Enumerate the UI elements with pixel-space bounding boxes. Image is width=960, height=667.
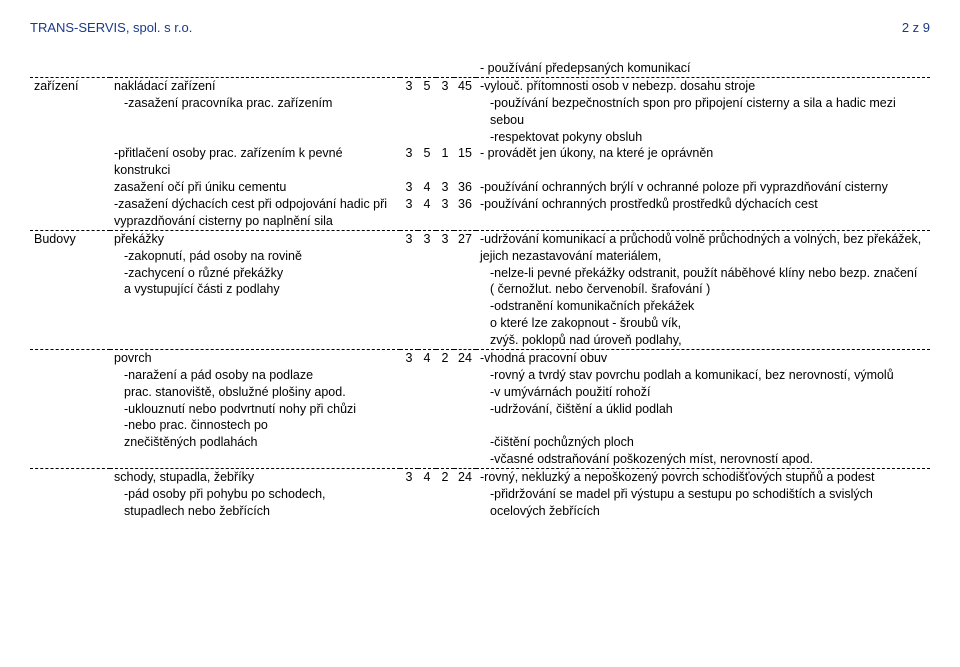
hazard-cell: nakládací zařízení -zasažení pracovníka … (110, 77, 400, 145)
measure-cell: -rovný, nekluzký a nepoškozený povrch sc… (476, 469, 930, 520)
score-cell: 3 (436, 179, 454, 196)
total-cell: 15 (454, 145, 476, 179)
score-cell: 4 (418, 196, 436, 230)
category-cell: Budovy (30, 230, 110, 349)
measure-cell: -vylouč. přítomnosti osob v nebezp. dosa… (476, 77, 930, 145)
score-cell: 3 (400, 145, 418, 179)
score-cell: 2 (436, 349, 454, 468)
score-cell: 4 (418, 469, 436, 520)
score-cell: 3 (400, 179, 418, 196)
total-cell: 36 (454, 179, 476, 196)
measure-cell: -vhodná pracovní obuv-rovný a tvrdý stav… (476, 349, 930, 468)
category-cell: zařízení (30, 77, 110, 145)
score-cell: 5 (418, 145, 436, 179)
hazard-cell: povrch-naražení a pád osoby na podlaze p… (110, 349, 400, 468)
category-cell (30, 179, 110, 196)
pre-right-text: - používání předepsaných komunikací (476, 60, 930, 77)
score-cell: 3 (400, 196, 418, 230)
company-name: TRANS-SERVIS, spol. s r.o. (30, 20, 192, 35)
score-cell: 4 (418, 349, 436, 468)
total-cell: 27 (454, 230, 476, 349)
hazard-cell: -zasažení dýchacích cest při odpojování … (110, 196, 400, 230)
category-cell (30, 349, 110, 468)
measure-cell: - provádět jen úkony, na které je oprávn… (476, 145, 930, 179)
score-cell: 3 (436, 77, 454, 145)
score-cell: 3 (400, 349, 418, 468)
category-cell (30, 145, 110, 179)
hazard-cell: -přitlačení osoby prac. zařízením k pevn… (110, 145, 400, 179)
category-cell (30, 196, 110, 230)
score-cell: 3 (436, 196, 454, 230)
score-cell: 3 (418, 230, 436, 349)
measure-cell: -udržování komunikací a průchodů volně p… (476, 230, 930, 349)
total-cell: 45 (454, 77, 476, 145)
total-cell: 36 (454, 196, 476, 230)
category-cell (30, 469, 110, 520)
score-cell: 3 (400, 230, 418, 349)
page-number: 2 z 9 (902, 20, 930, 35)
score-cell: 4 (418, 179, 436, 196)
total-cell: 24 (454, 469, 476, 520)
hazard-cell: zasažení očí při úniku cementu (110, 179, 400, 196)
score-cell: 5 (418, 77, 436, 145)
score-cell: 2 (436, 469, 454, 520)
score-cell: 3 (436, 230, 454, 349)
score-cell: 3 (400, 77, 418, 145)
measure-cell: -používání ochranných brýlí v ochranné p… (476, 179, 930, 196)
hazard-cell: schody, stupadla, žebříky-pád osoby při … (110, 469, 400, 520)
total-cell: 24 (454, 349, 476, 468)
measure-cell: -používání ochranných prostředků prostře… (476, 196, 930, 230)
hazard-cell: překážky-zakopnutí, pád osoby na rovině-… (110, 230, 400, 349)
risk-table: - používání předepsaných komunikací zaří… (30, 60, 930, 520)
score-cell: 1 (436, 145, 454, 179)
score-cell: 3 (400, 469, 418, 520)
